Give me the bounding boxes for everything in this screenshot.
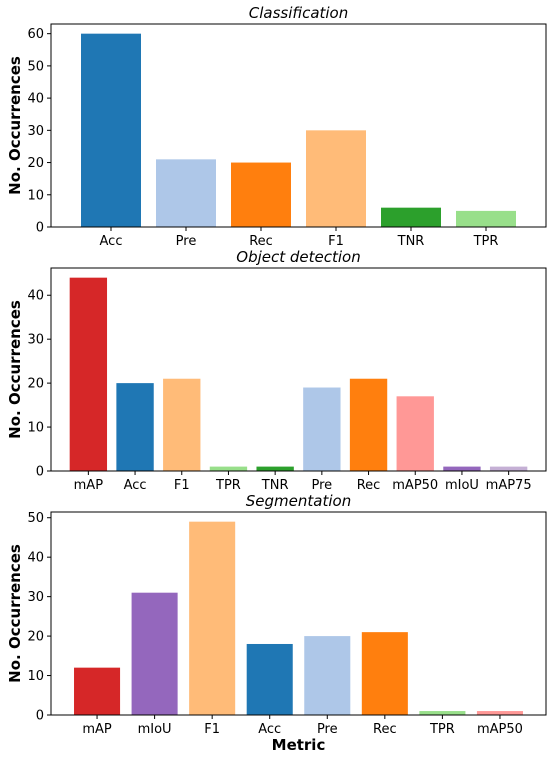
bar-map50 [476, 711, 523, 715]
y-tick-label: 30 [27, 590, 44, 605]
bar-rec [231, 162, 291, 227]
axes-frame [50, 23, 547, 228]
x-axis-label: Metric [272, 736, 326, 754]
y-tick-label: 0 [36, 465, 44, 480]
y-tick-label: 50 [27, 59, 44, 74]
y-axis-label: No. Occurrences [6, 56, 24, 195]
bar-f1 [163, 378, 201, 471]
chart-panel-1: Classification 0 10 20 30 40 50 60 Acc Pre Rec F1 TN… [6, 4, 547, 249]
x-tick-label: TPR [429, 722, 455, 737]
y-tick-label: 10 [27, 421, 44, 436]
y-axis-label: No. Occurrences [6, 300, 24, 439]
y-tick-label: 30 [27, 124, 44, 139]
bar-map75 [489, 466, 528, 471]
bar-tnr [256, 466, 294, 471]
x-tick-label: F1 [204, 722, 220, 737]
bar-pre [303, 387, 341, 471]
bar-rec [349, 378, 388, 471]
axes-frame [50, 511, 547, 716]
x-tick-label: Rec [249, 234, 273, 249]
x-tick-label: F1 [328, 234, 344, 249]
x-tick-label: mAP50 [392, 478, 438, 493]
x-tick-label: Rec [373, 722, 397, 737]
y-tick-label: 0 [36, 221, 44, 236]
x-tick-label: mIoU [138, 722, 172, 737]
y-tick-label: 0 [36, 709, 44, 724]
bar-tnr [381, 207, 441, 227]
bar-tpr [419, 711, 466, 715]
bar-map50 [396, 396, 434, 471]
bar-miou [443, 466, 481, 471]
y-tick-label: 40 [27, 551, 44, 566]
bar-tpr [209, 466, 248, 471]
chart-panel-3: Segmentation 0 10 20 30 40 50 mAP mIoU F1 Acc Pre Re… [6, 492, 547, 754]
axes-frame [50, 267, 547, 472]
x-tick-label: mAP [74, 478, 104, 493]
x-tick-label: mAP75 [486, 478, 532, 493]
x-tick-label: Acc [100, 234, 123, 249]
x-tick-label: Acc [124, 478, 147, 493]
bar-map [69, 277, 108, 471]
x-tick-label: mAP [82, 722, 112, 737]
bar-acc [81, 33, 141, 227]
y-tick-label: 50 [27, 511, 44, 526]
bar-acc [116, 383, 154, 471]
y-tick-label: 10 [27, 669, 44, 684]
x-tick-label: TNR [397, 234, 425, 249]
chart-title: Segmentation [246, 492, 351, 510]
x-tick-label: Acc [258, 722, 281, 737]
y-tick-label: 20 [27, 630, 44, 645]
x-tick-label: Rec [357, 478, 381, 493]
y-axis-label: No. Occurrences [6, 544, 24, 683]
chart-title: Classification [249, 4, 349, 22]
bar-pre [156, 159, 216, 227]
bar-f1 [306, 130, 366, 227]
x-tick-label: TNR [261, 478, 289, 493]
y-tick-label: 10 [27, 188, 44, 203]
y-tick-label: 40 [27, 289, 44, 304]
chart-title: Object detection [236, 248, 360, 266]
bar-f1 [189, 521, 236, 715]
x-tick-label: Pre [312, 478, 333, 493]
x-tick-label: TPR [473, 234, 499, 249]
x-tick-label: TPR [215, 478, 241, 493]
y-tick-label: 40 [27, 92, 44, 107]
bar-miou [131, 592, 178, 715]
bar-pre [304, 636, 351, 715]
bar-rec [361, 632, 408, 715]
y-tick-label: 20 [27, 377, 44, 392]
x-tick-label: mAP50 [477, 722, 523, 737]
y-tick-label: 60 [27, 27, 44, 42]
y-tick-label: 20 [27, 156, 44, 171]
x-tick-label: Pre [317, 722, 338, 737]
x-tick-label: mIoU [445, 478, 479, 493]
bar-map [74, 667, 121, 715]
x-tick-label: F1 [174, 478, 190, 493]
y-tick-label: 30 [27, 333, 44, 348]
bar-acc [246, 643, 293, 715]
chart-panel-2: Object detection 0 10 20 30 40 mAP Acc F1 TPR TNR P… [6, 248, 547, 493]
bar-tpr [456, 210, 516, 227]
x-tick-label: Pre [176, 234, 197, 249]
